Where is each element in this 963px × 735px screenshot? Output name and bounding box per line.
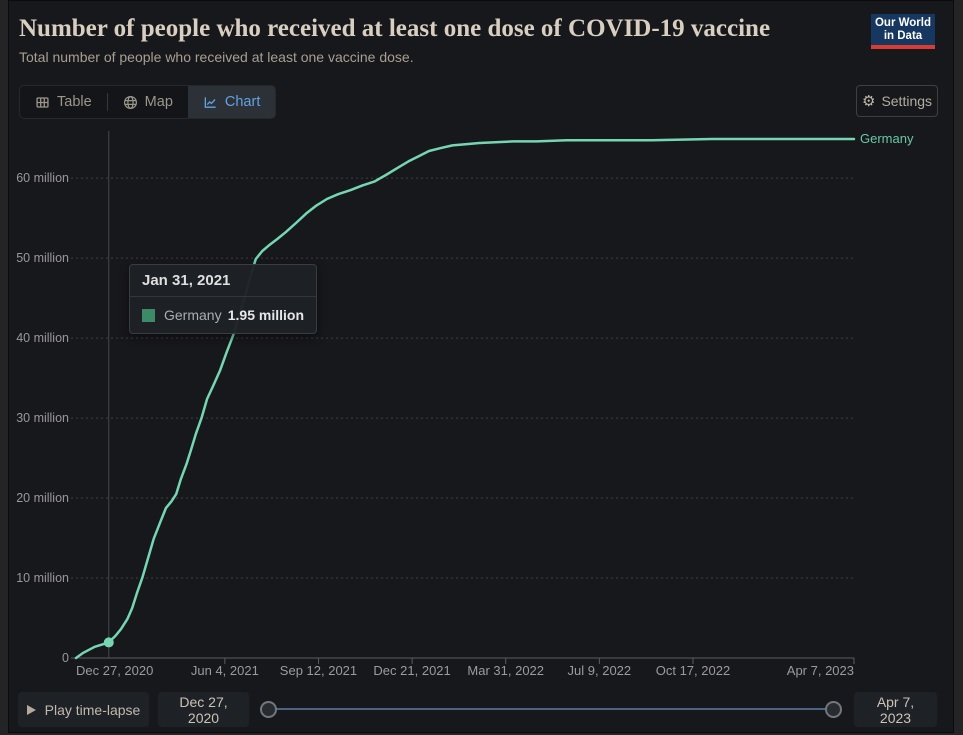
y-tick-label: 10 million xyxy=(16,571,69,586)
play-icon xyxy=(26,704,36,715)
x-tick-label: Oct 17, 2022 xyxy=(655,663,731,678)
y-tick-label: 30 million xyxy=(16,411,69,426)
y-tick-label: 50 million xyxy=(16,251,69,266)
x-tick-label: Dec 27, 2020 xyxy=(76,663,154,678)
page-subtitle: Total number of people who received at l… xyxy=(19,49,414,65)
x-tick-label: Apr 7, 2023 xyxy=(786,663,854,678)
timeline-slider[interactable] xyxy=(260,692,842,727)
series-swatch xyxy=(142,308,155,322)
tab-divider xyxy=(106,93,108,111)
page-title: Number of people who received at least o… xyxy=(19,15,771,42)
x-tick-label: Jun 4, 2021 xyxy=(190,663,259,678)
tab-map[interactable]: Map xyxy=(108,86,188,118)
timeline-start-handle[interactable] xyxy=(260,701,277,718)
tooltip: Jan 31, 2021 Germany 1.95 million xyxy=(129,264,317,334)
line-chart-plot[interactable] xyxy=(9,1,953,734)
owid-logo-text: Our World in Data xyxy=(871,14,935,45)
settings-button[interactable]: ⚙ Settings xyxy=(856,85,938,117)
tab-map-label: Map xyxy=(144,94,173,110)
line-chart-icon xyxy=(204,96,216,108)
x-tick-label: Mar 31, 2022 xyxy=(467,663,545,678)
timeline-end-date[interactable]: Apr 7, 2023 xyxy=(854,692,937,727)
y-tick-label: 20 million xyxy=(16,491,69,506)
owid-logo[interactable]: Our World in Data xyxy=(871,14,935,49)
owid-logo-red-bar xyxy=(871,45,935,49)
tab-chart-label: Chart xyxy=(224,94,261,110)
tooltip-series-name: Germany xyxy=(164,307,222,323)
tab-chart[interactable]: Chart xyxy=(187,86,276,118)
y-tick-label: 40 million xyxy=(16,331,69,346)
tooltip-date: Jan 31, 2021 xyxy=(130,265,316,297)
timeline-start-date[interactable]: Dec 27, 2020 xyxy=(158,692,249,727)
y-tick-label: 60 million xyxy=(16,171,69,186)
hover-point-marker xyxy=(103,637,114,648)
tooltip-series-value: 1.95 million xyxy=(227,307,304,323)
tab-table[interactable]: Table xyxy=(20,86,107,118)
globe-icon xyxy=(123,95,137,109)
settings-label: Settings xyxy=(881,93,933,109)
x-tick-label: Sep 12, 2021 xyxy=(279,663,358,678)
tooltip-series-row: Germany 1.95 million xyxy=(130,297,316,333)
tab-table-label: Table xyxy=(57,94,92,110)
view-tabs: Table Map Chart xyxy=(19,85,277,119)
timeline-end-handle[interactable] xyxy=(825,701,842,718)
gear-icon: ⚙ xyxy=(861,92,876,110)
series-line-germany xyxy=(74,137,856,660)
play-timelapse-button[interactable]: Play time-lapse xyxy=(18,692,149,727)
series-label-germany: Germany xyxy=(860,130,914,146)
owid-grapher-frame: Number of people who received at least o… xyxy=(8,0,954,733)
y-tick-label: 0 xyxy=(62,651,69,665)
x-tick-label: Dec 21, 2021 xyxy=(373,663,451,678)
play-timelapse-label: Play time-lapse xyxy=(44,701,141,718)
timeline-slider-track[interactable] xyxy=(269,708,832,710)
table-icon xyxy=(36,96,49,108)
x-tick-label: Jul 9, 2022 xyxy=(567,663,632,678)
